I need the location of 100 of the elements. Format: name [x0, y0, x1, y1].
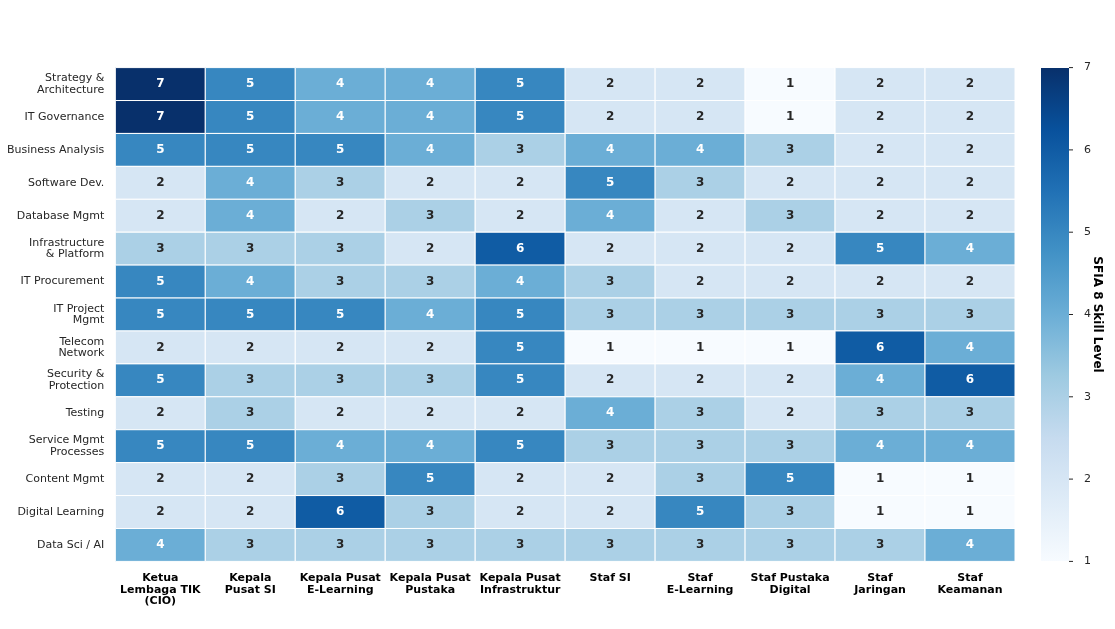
data-label: 2	[695, 207, 705, 222]
data-label: 4	[875, 438, 885, 453]
data-label: 3	[965, 405, 975, 420]
data-label: 1	[965, 504, 975, 519]
data-label: 4	[426, 109, 435, 124]
data-label: 3	[785, 306, 795, 321]
data-label: 3	[336, 174, 345, 189]
data-label: 2	[875, 207, 885, 222]
data-label: 4	[246, 273, 255, 288]
data-label: 2	[156, 504, 165, 519]
data-label: 5	[426, 471, 435, 486]
y-tick-label: Telecom Network	[58, 334, 105, 360]
data-label: 2	[156, 339, 165, 354]
data-label: 4	[426, 306, 435, 321]
data-label: 2	[605, 240, 615, 255]
data-label: 2	[605, 109, 615, 124]
data-label: 5	[605, 174, 615, 189]
data-label: 2	[785, 240, 795, 255]
y-tick-label: Infrastructure & Platform	[29, 235, 105, 261]
x-tick-label: Kepala Pusat Infrastruktur	[479, 571, 561, 596]
data-label: 4	[426, 142, 435, 157]
data-label: 2	[336, 207, 345, 222]
data-label: 3	[785, 207, 795, 222]
data-label: 5	[246, 306, 255, 321]
data-label: 2	[516, 504, 525, 519]
data-label: 5	[516, 306, 525, 321]
data-label: 3	[695, 306, 705, 321]
data-label: 2	[965, 207, 975, 222]
data-label: 6	[965, 372, 975, 387]
data-label: 3	[426, 504, 435, 519]
data-label: 4	[426, 438, 435, 453]
data-label: 3	[605, 273, 615, 288]
data-label: 2	[336, 405, 345, 420]
data-label: 1	[875, 504, 885, 519]
data-label: 1	[785, 109, 795, 124]
data-label: 5	[156, 306, 165, 321]
data-label: 3	[695, 174, 705, 189]
data-label: 2	[965, 109, 975, 124]
data-label: 7	[156, 76, 165, 91]
data-label: 4	[605, 142, 615, 157]
data-label: 2	[605, 504, 615, 519]
data-label: 3	[785, 142, 795, 157]
data-label: 4	[516, 273, 525, 288]
data-label: 3	[426, 273, 435, 288]
data-label: 4	[875, 372, 885, 387]
data-label: 4	[426, 76, 435, 91]
color-bar-label: 3	[1084, 389, 1091, 403]
data-label: 6	[516, 240, 525, 255]
data-label: 4	[965, 438, 975, 453]
x-tick-label: Kepala Pusat SI	[224, 571, 276, 596]
data-label: 2	[695, 109, 705, 124]
data-label: 4	[246, 207, 255, 222]
data-label: 4	[246, 174, 255, 189]
data-label: 3	[246, 240, 255, 255]
data-label: 3	[785, 504, 795, 519]
data-label: 3	[965, 306, 975, 321]
data-label: 3	[695, 438, 705, 453]
data-label: 3	[426, 537, 435, 552]
color-bar-title: SFIA 8 Skill Level	[1090, 256, 1105, 373]
data-label: 2	[516, 207, 525, 222]
color-bar-label: 7	[1084, 60, 1091, 74]
data-label: 3	[246, 405, 255, 420]
x-tick-label: Staf E-Learning	[666, 571, 734, 596]
data-label: 3	[426, 207, 435, 222]
data-label: 2	[156, 471, 165, 486]
data-label: 2	[605, 471, 615, 486]
data-label: 1	[605, 339, 615, 354]
data-label: 7	[156, 109, 165, 124]
data-label: 3	[605, 537, 615, 552]
data-label: 5	[156, 273, 165, 288]
data-label: 3	[246, 372, 255, 387]
data-label: 2	[875, 273, 885, 288]
data-label: 3	[785, 537, 795, 552]
data-label: 3	[336, 372, 345, 387]
data-label: 5	[336, 142, 345, 157]
data-label: 2	[156, 405, 165, 420]
data-label: 2	[785, 405, 795, 420]
data-label: 4	[336, 76, 345, 91]
data-label: 2	[695, 372, 705, 387]
data-label: 2	[426, 240, 435, 255]
color-bar-label: 4	[1084, 307, 1091, 321]
y-tick-label: Service Mgmt Processes	[28, 433, 106, 458]
data-label: 3	[875, 537, 885, 552]
y-tick-label: Content Mgmt	[25, 471, 106, 485]
data-label: 5	[246, 76, 255, 91]
y-tick-label: IT Governance	[24, 109, 105, 123]
y-tick-label: Business Analysis	[7, 142, 105, 156]
data-label: 3	[695, 471, 705, 486]
data-label: 2	[785, 372, 795, 387]
data-label: 3	[426, 372, 435, 387]
data-label: 5	[156, 438, 165, 453]
data-label: 3	[605, 306, 615, 321]
data-label: 5	[516, 76, 525, 91]
y-tick-label: Database Mgmt	[16, 208, 106, 222]
data-label: 2	[516, 471, 525, 486]
data-label: 3	[156, 240, 165, 255]
data-label: 2	[426, 174, 435, 189]
data-label: 5	[785, 471, 795, 486]
data-label: 1	[965, 471, 975, 486]
data-label: 4	[695, 142, 705, 157]
